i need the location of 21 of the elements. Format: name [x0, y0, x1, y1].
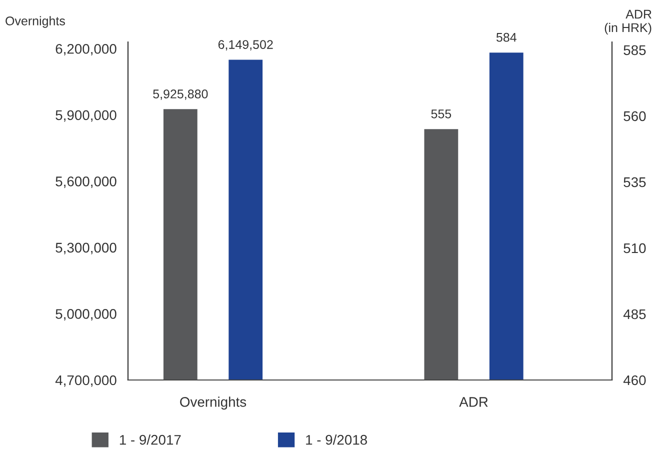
y-tick-label: 5,600,000 [56, 176, 116, 188]
y-tick-label: 6,200,000 [56, 44, 116, 56]
y2-tick-label: 585 [624, 45, 646, 56]
y2-tick-label: 535 [624, 177, 646, 188]
y-tick-label: 5,000,000 [56, 309, 116, 321]
y2-tick-label: 460 [623, 375, 646, 386]
y2-axis-title: ADR (in HRK) [604, 10, 652, 35]
legend-label: 1 - 9/2017 [120, 434, 181, 445]
y2-tick-label: 560 [624, 111, 646, 122]
data-label: 584 [496, 32, 516, 42]
y-tick-label: 5,900,000 [56, 110, 116, 122]
y-axis-title: Overnights [6, 16, 65, 28]
data-label: 6,149,502 [218, 40, 273, 50]
x-tick-label: ADR [459, 397, 488, 407]
y-tick-label: 5,300,000 [56, 242, 116, 254]
data-label: 5,925,880 [153, 90, 208, 100]
data-label: 555 [431, 110, 452, 118]
y2-tick-label: 510 [624, 243, 646, 254]
y-tick-label: 4,700,000 [55, 375, 116, 387]
legend-label: 1 - 9/2018 [306, 434, 367, 445]
y2-tick-label: 485 [623, 309, 646, 320]
